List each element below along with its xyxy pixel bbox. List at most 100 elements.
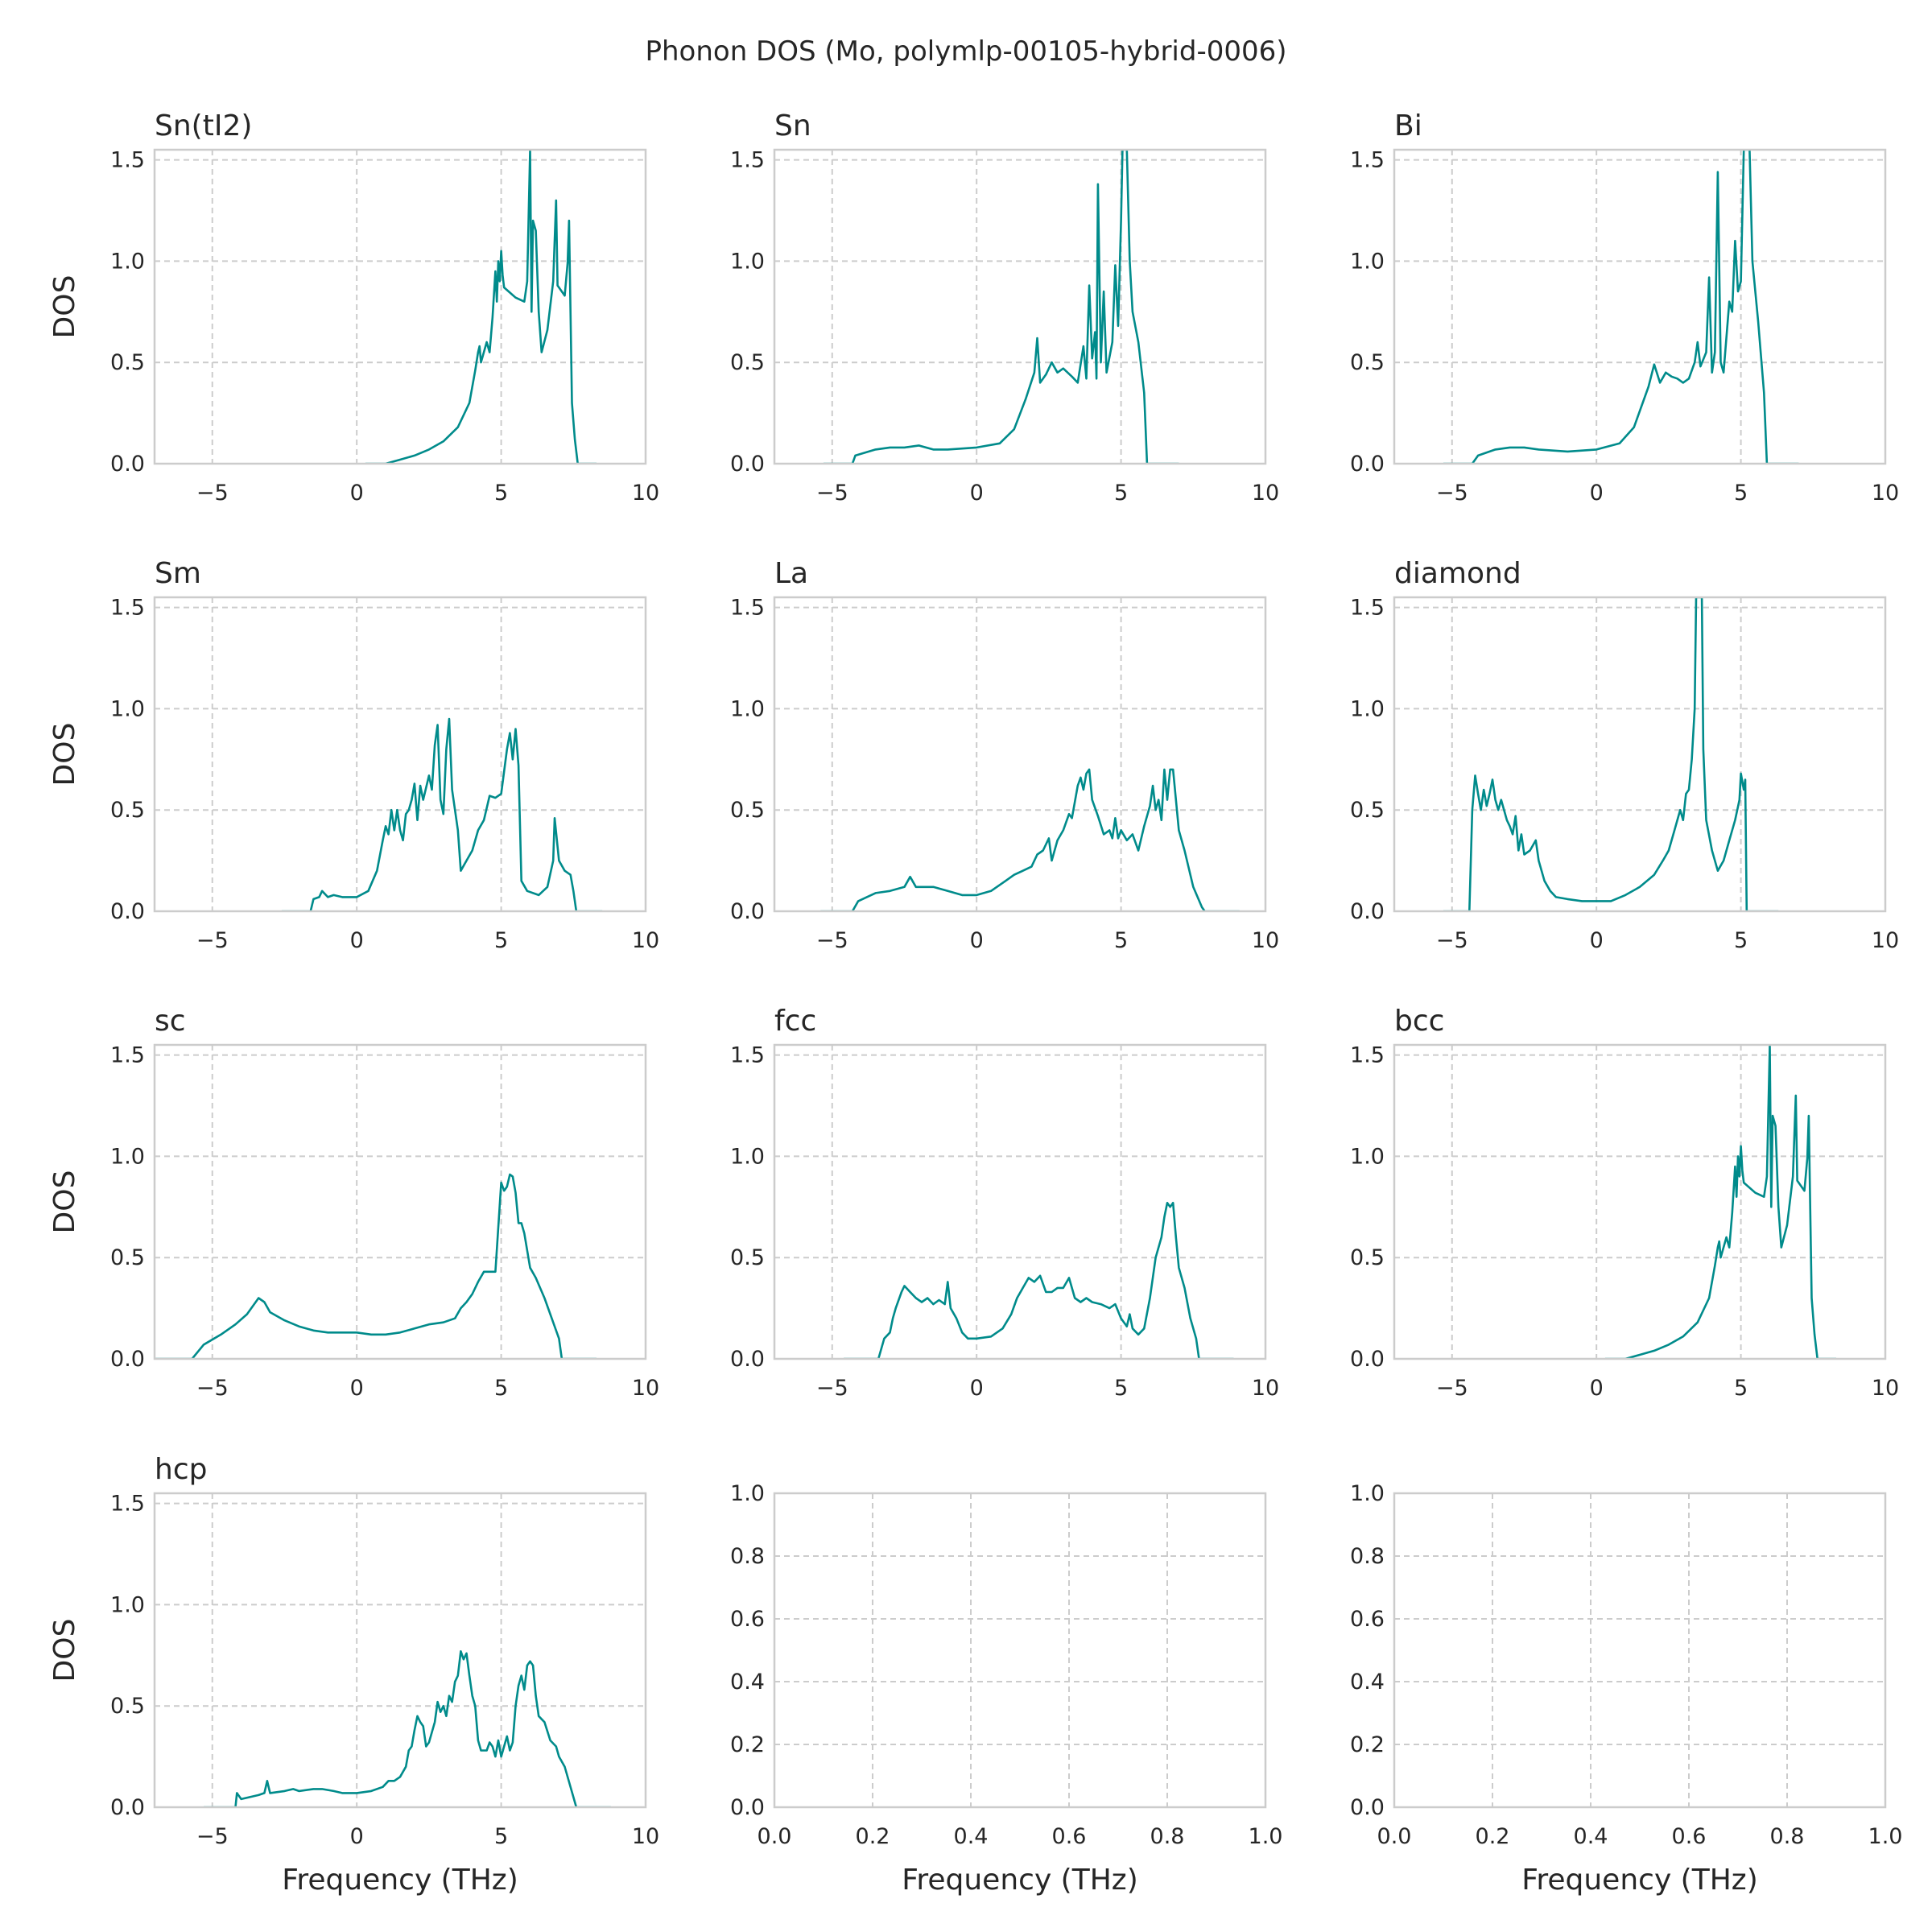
plot-area (155, 597, 646, 911)
panel-7: −5 0 5 10 0.0 0.5 1.0 1.5 sc DOS (48, 1005, 659, 1401)
panel-3: −5 0 5 10 0.0 0.5 1.0 1.5 Bi (1350, 109, 1899, 506)
x-tick-label: 10 (1872, 928, 1899, 953)
plot-frame (773, 596, 1267, 913)
y-tick-label: 1.5 (730, 596, 765, 621)
x-tick-label: 0.0 (1377, 1824, 1412, 1849)
plot-area (774, 1493, 1265, 1807)
y-tick-label: 0.0 (1350, 1795, 1385, 1820)
x-tick-label: −5 (1436, 1376, 1468, 1401)
plot-frame (773, 1043, 1267, 1360)
y-tick-label: 0.5 (1350, 798, 1385, 823)
y-tick-label: 1.0 (730, 249, 765, 274)
x-tick-label: 0.2 (856, 1824, 890, 1849)
plot-area (1394, 150, 1885, 464)
plot-frame (1393, 148, 1887, 465)
y-tick-label: 0.0 (1350, 1347, 1385, 1372)
plot-frame (773, 148, 1267, 465)
x-tick-label: −5 (196, 1376, 229, 1401)
panel-5: −5 0 5 10 0.0 0.5 1.0 1.5 La (730, 557, 1279, 953)
dos-series-line (844, 1202, 1234, 1359)
panel-title: Sn(tI2) (155, 109, 252, 142)
y-tick-label: 1.5 (110, 596, 145, 621)
panel-9: −5 0 5 10 0.0 0.5 1.0 1.5 bcc (1350, 1005, 1899, 1401)
y-tick-label: 0.0 (730, 1795, 765, 1820)
x-tick-label: 0.4 (1574, 1824, 1608, 1849)
y-tick-label: 0.0 (730, 1347, 765, 1372)
x-tick-label: 0 (970, 481, 984, 506)
y-tick-label: 1.5 (1350, 1043, 1385, 1068)
y-tick-label: 1.5 (730, 148, 765, 173)
panel-title: Bi (1394, 109, 1422, 142)
y-tick-label: 1.5 (1350, 148, 1385, 173)
y-tick-label: 1.0 (1350, 249, 1385, 274)
x-tick-label: 0 (1590, 1376, 1604, 1401)
plot-area (1394, 1493, 1885, 1807)
x-tick-label: 10 (1252, 928, 1279, 953)
panel-title: Sm (155, 557, 201, 590)
plot-area (1394, 597, 1885, 911)
panel-grid: −5 0 5 10 0.0 0.5 1.0 1.5 Sn(tI2) DOS −5 0 5 10 0.0 0.5… (48, 109, 1902, 1897)
x-tick-label: 0.6 (1052, 1824, 1087, 1849)
x-tick-label: 5 (1734, 1376, 1748, 1401)
y-axis-label: DOS (48, 1170, 81, 1234)
y-tick-label: 1.0 (110, 249, 145, 274)
y-tick-label: 0.2 (1350, 1732, 1385, 1757)
dos-series-line (1443, 597, 1779, 911)
x-tick-label: 10 (1252, 481, 1279, 506)
panel-title: La (774, 557, 808, 590)
x-tick-label: 5 (494, 928, 508, 953)
x-tick-label: 10 (1872, 481, 1899, 506)
x-tick-label: 1.0 (1868, 1824, 1903, 1849)
x-tick-label: 5 (1734, 928, 1748, 953)
y-axis-label: DOS (48, 1619, 81, 1682)
y-tick-label: 0.5 (730, 798, 765, 823)
x-axis-label: Frequency (THz) (902, 1864, 1137, 1897)
y-tick-label: 0.0 (730, 899, 765, 924)
x-tick-label: 0 (970, 928, 984, 953)
y-tick-label: 0.2 (730, 1732, 765, 1757)
plot-frame (153, 148, 647, 465)
y-tick-label: 0.0 (110, 1795, 145, 1820)
plot-frame (153, 1492, 647, 1809)
x-tick-label: 5 (494, 1824, 508, 1849)
y-axis-label: DOS (48, 723, 81, 786)
x-tick-label: 5 (1114, 1376, 1128, 1401)
x-tick-label: 5 (1114, 481, 1128, 506)
y-tick-label: 0.6 (1350, 1607, 1385, 1632)
y-tick-label: 0.5 (110, 1245, 145, 1270)
y-tick-label: 1.0 (1350, 1144, 1385, 1169)
y-tick-label: 1.5 (110, 1043, 145, 1068)
panel-6: −5 0 5 10 0.0 0.5 1.0 1.5 diamond (1350, 557, 1899, 953)
panel-title: diamond (1394, 557, 1521, 590)
plot-area (155, 1493, 646, 1807)
y-tick-label: 1.0 (110, 696, 145, 721)
y-tick-label: 0.0 (1350, 452, 1385, 477)
y-tick-label: 1.0 (110, 1592, 145, 1617)
plot-frame (153, 596, 647, 913)
dos-series-line (1604, 1045, 1836, 1359)
x-tick-label: 10 (1872, 1376, 1899, 1401)
x-axis-label: Frequency (THz) (282, 1864, 518, 1897)
y-tick-label: 1.0 (110, 1144, 145, 1169)
y-tick-label: 0.5 (1350, 1245, 1385, 1270)
x-tick-label: −5 (816, 481, 848, 506)
plot-area (774, 597, 1265, 911)
plot-frame (1393, 1043, 1887, 1360)
plot-area (155, 1045, 646, 1359)
panel-title: Sn (774, 109, 811, 142)
plot-frame (1393, 596, 1887, 913)
y-tick-label: 1.0 (1350, 696, 1385, 721)
y-tick-label: 1.5 (1350, 596, 1385, 621)
y-tick-label: 1.5 (110, 148, 145, 173)
figure-title: Phonon DOS (Mo, polymlp-00105-hybrid-000… (645, 35, 1286, 68)
y-tick-label: 1.5 (730, 1043, 765, 1068)
x-tick-label: 0.6 (1672, 1824, 1707, 1849)
x-tick-label: 0 (1590, 481, 1604, 506)
dos-series-line (824, 150, 1179, 464)
y-tick-label: 0.4 (1350, 1670, 1385, 1695)
y-tick-label: 0.0 (110, 1347, 145, 1372)
plot-area (1394, 1045, 1885, 1359)
x-tick-label: 0 (350, 1376, 364, 1401)
y-tick-label: 0.8 (1350, 1544, 1385, 1569)
